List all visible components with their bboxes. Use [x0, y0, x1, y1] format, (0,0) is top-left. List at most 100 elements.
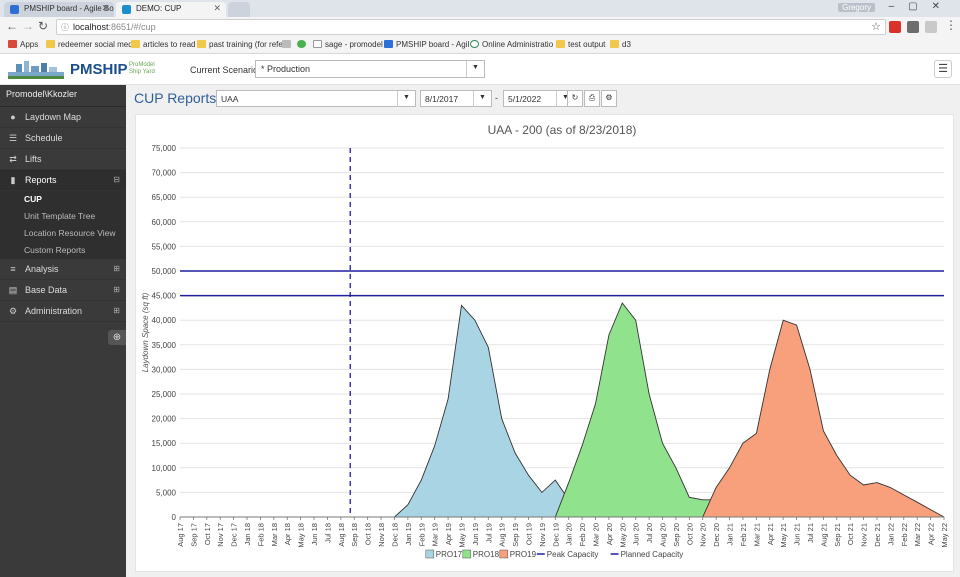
menu-hamburger-icon[interactable]: ☰	[934, 60, 952, 78]
x-tick-label: May 18	[297, 523, 306, 548]
folder-icon	[610, 40, 619, 48]
page-info-icon[interactable]: ⓘ	[61, 23, 69, 32]
sidebar-item-analysis[interactable]: ≡ Analysis ⊞	[0, 259, 126, 280]
date-separator: -	[495, 93, 498, 103]
legend-label: PRO19	[510, 550, 537, 559]
x-tick-label: Jun 19	[471, 523, 480, 546]
bookmarks-bar: Apps redeemer social med articles to rea…	[0, 37, 960, 54]
collapse-icon[interactable]: ⊟	[113, 175, 120, 184]
extension-icon[interactable]	[925, 21, 937, 33]
chevron-down-icon[interactable]: ▼	[397, 91, 415, 107]
bookmark-pmship[interactable]: PMSHIP board - Agil	[384, 40, 469, 49]
reload-icon[interactable]: ↻	[38, 19, 49, 33]
close-tab-icon[interactable]: ✕	[101, 3, 109, 13]
sidebar-item-laydown-map[interactable]: ● Laydown Map	[0, 107, 126, 128]
jira-favicon-icon	[10, 5, 19, 14]
settings-button[interactable]: ⚙	[601, 90, 617, 107]
x-tick-label: Dec 18	[390, 523, 399, 547]
expand-icon[interactable]: ⊞	[113, 306, 120, 315]
end-date-input[interactable]: 5/1/2022 ▼	[503, 90, 575, 107]
report-select[interactable]: UAA ▼	[216, 90, 416, 107]
sidebar-subitem-cup[interactable]: CUP	[0, 191, 126, 208]
y-tick-label: 65,000	[152, 193, 177, 202]
close-tab-icon[interactable]: ✕	[213, 3, 221, 13]
start-date-input[interactable]: 8/1/2017 ▼	[420, 90, 492, 107]
y-axis-label: Laydown Space (sq ft)	[141, 292, 150, 372]
back-arrow-icon[interactable]: ←	[6, 19, 18, 33]
x-tick-label: Mar 22	[913, 523, 922, 546]
x-tick-label: Dec 21	[873, 523, 882, 547]
bookmark-folder[interactable]: d3	[610, 40, 631, 49]
x-tick-label: Feb 21	[739, 523, 748, 546]
bookmark-apps[interactable]: Apps	[8, 40, 38, 49]
sidebar-item-base-data[interactable]: ▤ Base Data ⊞	[0, 280, 126, 301]
legend-swatch-pro18	[462, 549, 472, 559]
bookmark-folder[interactable]: redeemer social med	[46, 40, 133, 49]
x-tick-label: Jul 21	[806, 523, 815, 543]
bookmark-folder[interactable]: articles to read	[131, 40, 195, 49]
x-tick-label: Dec 20	[712, 523, 721, 547]
browser-tabstrip: PMSHIP board - Agile Bo ✕ DEMO: CUP ✕ Gr…	[0, 0, 960, 17]
refresh-button[interactable]: ↻	[567, 90, 583, 107]
sidebar-subitem-location-resource-view[interactable]: Location Resource View	[0, 225, 126, 242]
sidebar-item-schedule[interactable]: ☰ Schedule	[0, 128, 126, 149]
bookmark-info[interactable]	[282, 40, 294, 49]
app-favicon-icon	[122, 5, 131, 14]
shield-extension-icon[interactable]	[907, 21, 919, 33]
refresh-icon: ↻	[571, 93, 579, 102]
expand-icon[interactable]: ⊞	[113, 285, 120, 294]
new-tab-button[interactable]	[228, 2, 250, 17]
x-tick-label: Apr 21	[766, 523, 775, 545]
sidebar-item-administration[interactable]: ⚙ Administration ⊞	[0, 301, 126, 322]
sidebar-subitem-unit-template-tree[interactable]: Unit Template Tree	[0, 208, 126, 225]
x-tick-label: Aug 17	[176, 523, 185, 547]
address-bar[interactable]: ⓘ localhost:8651/#/cup ☆	[56, 19, 886, 35]
window-controls[interactable]: –▢✕	[888, 1, 954, 12]
scenario-select[interactable]: * Production ▼	[255, 60, 485, 78]
x-tick-label: Mar 20	[592, 523, 601, 546]
apps-grid-icon	[8, 40, 17, 48]
schedule-icon: ☰	[8, 133, 18, 143]
x-tick-label: Nov 18	[377, 523, 386, 547]
x-tick-label: May 19	[457, 523, 466, 548]
sidebar-collapse-icon[interactable]: ⊕	[108, 330, 126, 345]
bookmark-folder[interactable]: test output	[556, 40, 605, 49]
bookmark-sage[interactable]: sage - promodel	[313, 40, 383, 49]
browser-menu-icon[interactable]: ⋮	[945, 18, 957, 32]
sidebar-item-reports[interactable]: ▮ Reports ⊟	[0, 170, 126, 191]
map-pin-icon: ●	[10, 112, 16, 122]
chevron-down-icon[interactable]: ▼	[466, 61, 484, 77]
sidebar-item-lifts[interactable]: ⇄ Lifts	[0, 149, 126, 170]
expand-icon[interactable]: ⊞	[113, 264, 120, 273]
database-icon: ▤	[8, 285, 18, 295]
sidebar-user: Promodel\Kkozler	[0, 85, 126, 107]
browser-tab-pmship-board[interactable]: PMSHIP board - Agile Bo ✕	[4, 2, 114, 17]
y-tick-label: 75,000	[152, 144, 177, 153]
bookmark-leaf[interactable]	[297, 40, 309, 49]
bookmark-online-admin[interactable]: Online Administratio	[470, 40, 553, 49]
forward-arrow-icon[interactable]: →	[22, 19, 34, 33]
chevron-down-icon[interactable]: ▼	[556, 91, 574, 107]
browser-user-badge[interactable]: Gregory	[838, 3, 875, 12]
adblock-extension-icon[interactable]	[889, 21, 901, 33]
jira-icon	[384, 40, 393, 48]
chart-title: UAA - 200 (as of 8/23/2018)	[488, 123, 637, 137]
y-tick-label: 25,000	[152, 390, 177, 399]
leaf-icon	[297, 40, 306, 48]
x-tick-label: May 20	[618, 523, 627, 548]
x-tick-label: Sep 20	[672, 523, 681, 547]
start-date-value: 8/1/2017	[425, 94, 459, 104]
y-tick-label: 10,000	[152, 464, 177, 473]
app-logo-subtitle: ProModel Ship Yard	[129, 62, 155, 75]
print-button[interactable]: ⎙	[584, 90, 600, 107]
y-tick-label: 15,000	[152, 439, 177, 448]
chart-card: UAA - 200 (as of 8/23/2018) 0 5,000 10,000 1…	[135, 114, 954, 572]
folder-icon	[197, 40, 206, 48]
bookmark-folder[interactable]: past training (for refe	[197, 40, 283, 49]
sidebar-subitem-custom-reports[interactable]: Custom Reports	[0, 242, 126, 259]
bookmark-star-icon[interactable]: ☆	[871, 21, 881, 33]
x-tick-label: Dec 19	[551, 523, 560, 547]
chevron-down-icon[interactable]: ▼	[473, 91, 491, 107]
y-tick-label: 40,000	[152, 316, 177, 325]
browser-tab-demo-cup[interactable]: DEMO: CUP ✕	[116, 2, 226, 17]
